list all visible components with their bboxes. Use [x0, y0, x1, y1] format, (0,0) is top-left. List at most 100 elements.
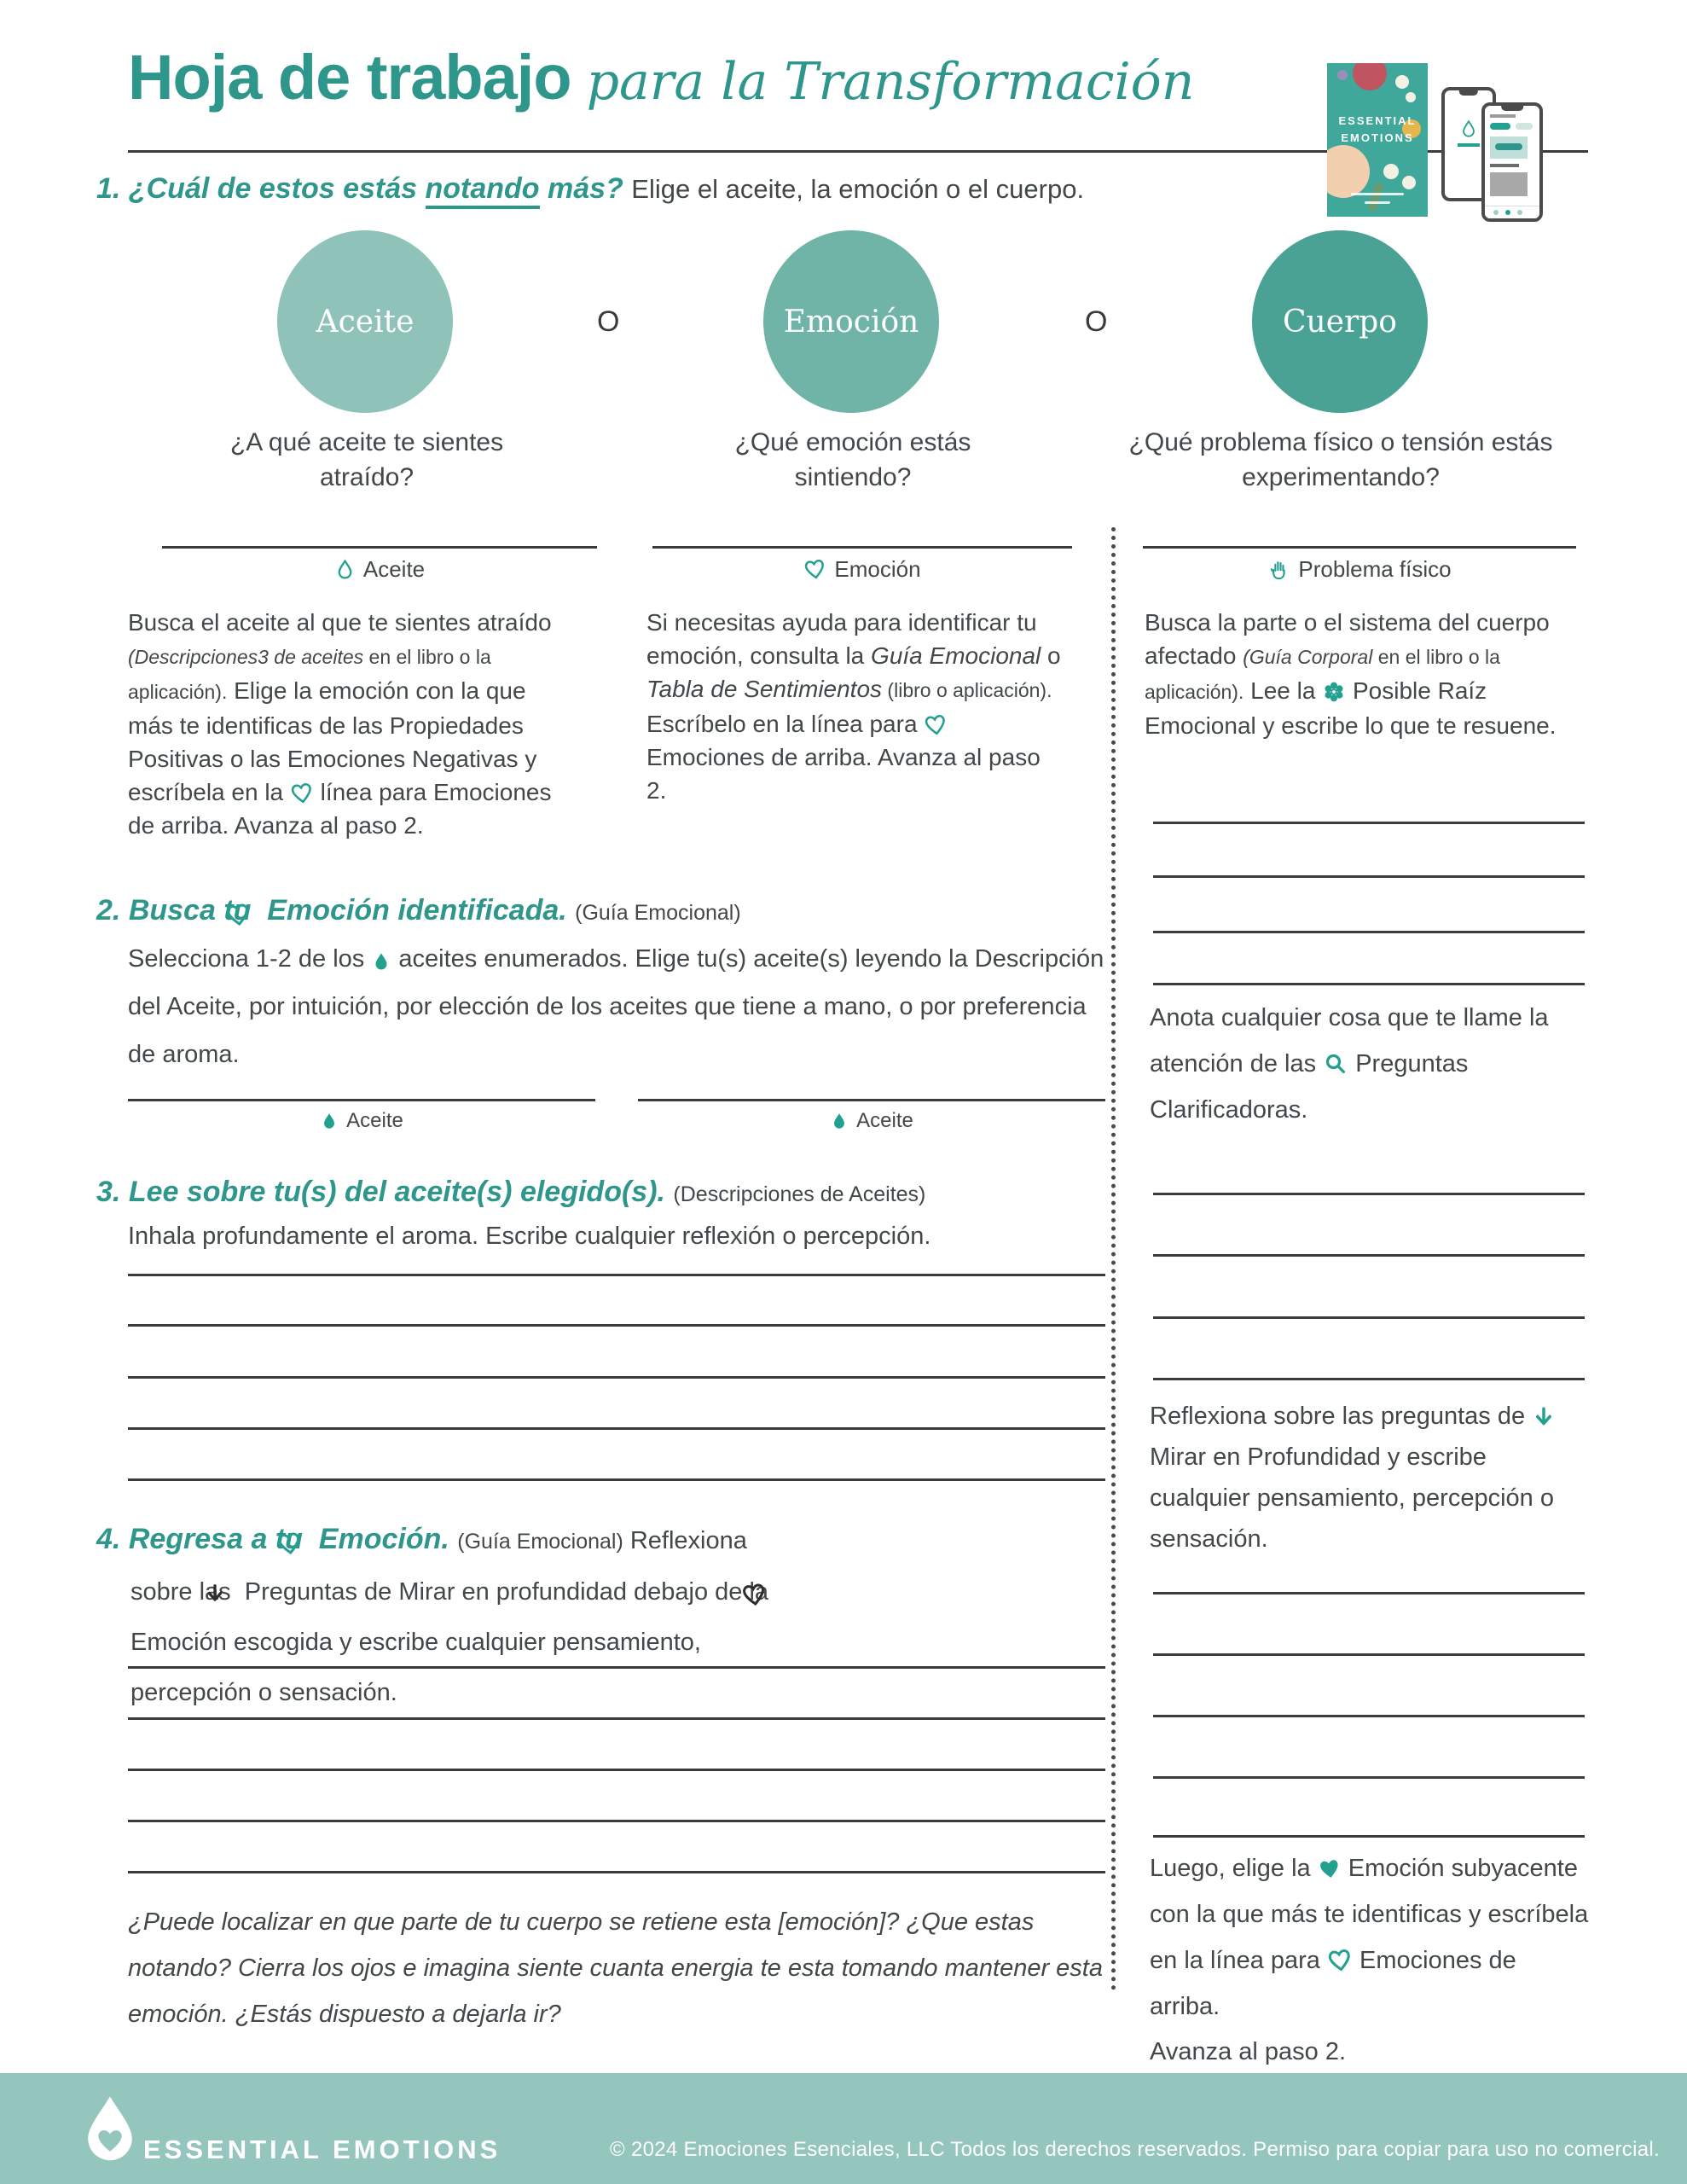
text: línea para Emociones de arriba. Avanza a…	[128, 779, 552, 839]
writing-line[interactable]	[1153, 1193, 1585, 1195]
writing-line[interactable]	[128, 1769, 1105, 1771]
writing-line[interactable]	[1153, 1316, 1585, 1319]
question-emocion: ¿Qué emoción estás sintiendo?	[734, 428, 971, 491]
sidebar-luego-paragraph: Luego, elige la Emoción subyacente con l…	[1150, 1845, 1593, 2030]
writing-line[interactable]	[1153, 983, 1585, 985]
text: Preguntas Clarificadoras.	[1150, 1050, 1469, 1124]
heart-outline-icon	[1325, 1946, 1354, 1975]
oil-column-paragraph: Busca el aceite al que te sientes atraíd…	[128, 606, 561, 842]
droplet-filled-icon	[371, 951, 391, 972]
step1-instruction: Elige el aceite, la emoción o el cuerpo.	[631, 174, 1085, 204]
writing-line[interactable]	[128, 1427, 1105, 1430]
oil-answer-label: Aceite	[128, 1109, 595, 1133]
text: aceites enumerados. Elige tu(s) aceite(s…	[128, 945, 1104, 1068]
app-tab-pill[interactable]	[1490, 123, 1510, 130]
writing-line[interactable]	[128, 1666, 1105, 1669]
writing-line[interactable]	[1153, 1592, 1585, 1594]
writing-line[interactable]	[1153, 1835, 1585, 1838]
droplet-outline-icon	[334, 559, 356, 580]
writing-line[interactable]	[1153, 1715, 1585, 1717]
option-circle-cuerpo[interactable]: Cuerpo	[1252, 230, 1428, 413]
app-image-block	[1490, 172, 1528, 196]
app-button[interactable]	[1495, 143, 1522, 150]
app-tab-pill[interactable]	[1516, 123, 1533, 130]
step2-body: Selecciona 1-2 de los aceites enumerados…	[128, 935, 1109, 1078]
emotion-line-label: Emoción	[652, 556, 1072, 583]
writing-line[interactable]	[1153, 1653, 1585, 1656]
writing-line[interactable]	[652, 546, 1072, 549]
app-tab-dot[interactable]	[1493, 210, 1499, 215]
writing-line[interactable]	[1153, 822, 1585, 824]
writing-line[interactable]	[1153, 875, 1585, 878]
writing-line[interactable]	[1153, 1254, 1585, 1257]
writing-line[interactable]	[128, 1376, 1105, 1379]
heart-outline-icon	[288, 780, 316, 807]
or-separator: O	[597, 305, 620, 338]
footer-copyright: © 2024 Emociones Esenciales, LLC Todos l…	[610, 2138, 1660, 2161]
writing-line[interactable]	[638, 1099, 1105, 1101]
yellow-flower	[1402, 119, 1421, 138]
lavender-flower	[1337, 70, 1348, 80]
step3-heading: 3. Lee sobre tu(s) del aceite(s) elegido…	[96, 1174, 1239, 1211]
writing-line[interactable]	[128, 1478, 1105, 1481]
text: Emociones de arriba.	[1150, 1947, 1516, 2020]
writing-line[interactable]	[128, 1820, 1105, 1822]
hand-icon	[1267, 558, 1290, 581]
text: Elige la emoción con la que más te ident…	[128, 677, 537, 805]
writing-line[interactable]	[128, 1324, 1105, 1327]
text: Selecciona 1-2 de los	[128, 945, 372, 973]
app-tab-dot[interactable]	[1517, 210, 1522, 215]
step3-number: 3.	[96, 1176, 121, 1208]
heart-filled-icon	[1316, 1856, 1343, 1883]
option-circle-emocion[interactable]: Emoción	[763, 230, 939, 413]
writing-line[interactable]	[162, 546, 597, 549]
writing-line[interactable]	[128, 1099, 595, 1101]
writing-line[interactable]	[128, 1274, 1105, 1276]
daisy-flower	[1383, 164, 1399, 179]
text-italic: Tabla de Sentimientos	[646, 676, 883, 702]
text-small: en el libro o la aplicación).	[128, 646, 491, 703]
oil-answer-label-text: Aceite	[346, 1109, 403, 1132]
page-title-bold: Hoja de trabajo	[128, 42, 572, 113]
step1-question-post: más?	[539, 172, 623, 205]
step2-number: 2.	[96, 894, 121, 926]
writing-line[interactable]	[1143, 546, 1576, 549]
step3-note: (Descripciones de Aceites)	[673, 1182, 926, 1206]
option-circle-emocion-label: Emoción	[783, 304, 919, 340]
heart-outline-icon-black	[743, 1579, 777, 1606]
text: Emoción subyacente con la que más te ide…	[1150, 1855, 1589, 1974]
step2-note: (Guía Emocional)	[575, 901, 741, 925]
sidebar-reflexiona-paragraph: Reflexiona sobre las preguntas de Mirar …	[1150, 1396, 1593, 1560]
body-column-paragraph: Busca la parte o el sistema del cuerpo a…	[1145, 606, 1590, 742]
step4-heading-paragraph: 4. Regresa a tu Emoción. (Guía Emocional…	[96, 1515, 796, 1717]
oil-line-label: Aceite	[162, 556, 597, 583]
book-caption-bar	[1365, 201, 1390, 204]
book-title-line1: ESSENTIAL	[1338, 114, 1417, 127]
step1-heading: 1. ¿Cuál de estos estás notando más? Eli…	[96, 171, 1580, 209]
text-small: (libro o aplicación).	[882, 679, 1052, 701]
writing-line[interactable]	[1153, 1378, 1585, 1380]
magnifier-icon	[1323, 1051, 1348, 1077]
page-title-script: para la Transformación	[586, 52, 1195, 112]
option-circle-aceite[interactable]: Aceite	[277, 230, 453, 413]
daisy-flower	[1402, 176, 1416, 189]
emotion-line-label-text: Emoción	[834, 556, 921, 582]
text: Preguntas de Mirar en profundidad debajo…	[237, 1578, 776, 1606]
flower-icon	[1322, 680, 1346, 704]
step2-title-a: Busca tu	[128, 894, 259, 926]
writing-line[interactable]	[1153, 931, 1585, 933]
down-arrow-icon	[1532, 1405, 1556, 1429]
writing-line[interactable]	[128, 1717, 1105, 1720]
footer-brand-text: ESSENTIAL EMOTIONS	[143, 2135, 501, 2164]
text-small-italic: (Guía Corporal	[1243, 646, 1373, 668]
app-text-bar	[1490, 164, 1519, 167]
text: Luego, elige la	[1150, 1855, 1318, 1882]
heart-outline-icon	[278, 1528, 312, 1555]
step3-title: Lee sobre tu(s) del aceite(s) elegido(s)…	[128, 1176, 674, 1208]
writing-line[interactable]	[128, 1871, 1105, 1873]
writing-line[interactable]	[1153, 1776, 1585, 1779]
physical-line-label: Problema físico	[1143, 556, 1576, 583]
text: o	[1041, 642, 1061, 669]
app-tab-dot[interactable]	[1505, 210, 1510, 215]
